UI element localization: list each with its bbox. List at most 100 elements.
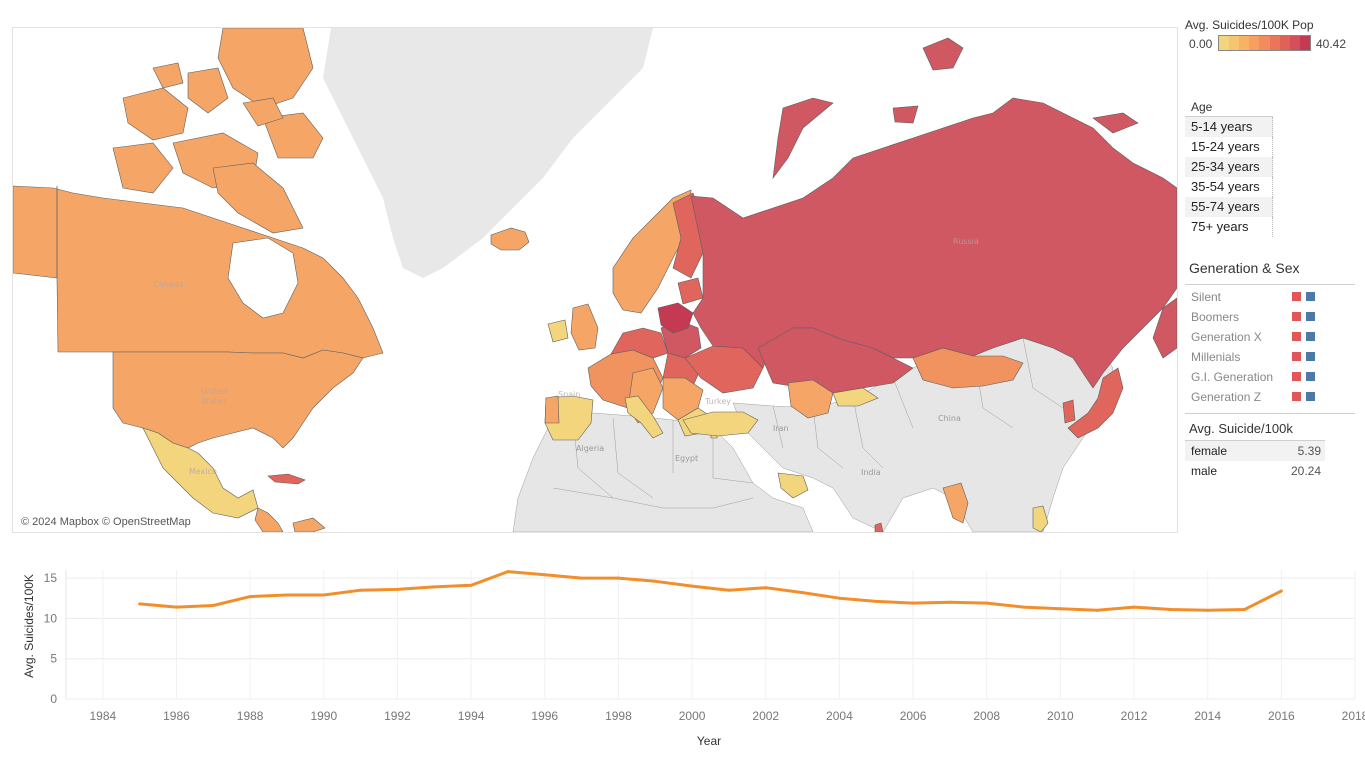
data-point[interactable] [985, 601, 989, 605]
data-point[interactable] [1279, 589, 1283, 593]
data-point[interactable] [616, 576, 620, 580]
age-item-25-34[interactable]: 25-34 years [1185, 157, 1273, 177]
greenland-shape[interactable] [323, 28, 653, 278]
data-point[interactable] [1243, 608, 1247, 612]
gen-item-boomers[interactable]: Boomers [1185, 307, 1355, 327]
sex-row-female[interactable]: female 5.39 [1185, 441, 1325, 461]
label-turkey: Turkey [704, 397, 731, 406]
male-swatch[interactable] [1306, 352, 1315, 361]
gen-item-generation-z[interactable]: Generation Z [1185, 387, 1355, 407]
age-item-35-54[interactable]: 35-54 years [1185, 177, 1273, 197]
sex-table[interactable]: Avg. Suicide/100k female 5.39 male 20.24 [1185, 418, 1325, 481]
data-point[interactable] [801, 591, 805, 595]
cuba-shape[interactable] [267, 473, 306, 485]
male-swatch[interactable] [1306, 332, 1315, 341]
sri-lanka-shape[interactable] [874, 522, 884, 532]
age-filter[interactable]: Age 5-14 years 15-24 years 25-34 years 3… [1185, 98, 1273, 237]
kamchatka-shape[interactable] [1152, 297, 1177, 359]
male-swatch[interactable] [1306, 372, 1315, 381]
japan-shape[interactable] [1067, 367, 1124, 439]
gen-item-millenials[interactable]: Millenials [1185, 347, 1355, 367]
data-point[interactable] [690, 584, 694, 588]
caribbean-islands[interactable] [292, 517, 326, 532]
series-line[interactable] [139, 570, 1282, 612]
female-swatch[interactable] [1292, 332, 1301, 341]
data-point[interactable] [506, 570, 510, 574]
data-point[interactable] [1132, 605, 1136, 609]
data-point[interactable] [1095, 608, 1099, 612]
data-point[interactable] [543, 573, 547, 577]
female-swatch[interactable] [1292, 312, 1301, 321]
age-item-15-24[interactable]: 15-24 years [1185, 137, 1273, 157]
thailand-shape[interactable] [942, 482, 969, 524]
data-point[interactable] [764, 586, 768, 590]
gen-label: G.I. Generation [1191, 370, 1274, 384]
data-point[interactable] [727, 588, 731, 592]
female-swatch[interactable] [1292, 292, 1301, 301]
data-point[interactable] [948, 600, 952, 604]
data-point[interactable] [211, 603, 215, 607]
data-point[interactable] [1169, 608, 1173, 612]
canadian-archipelago[interactable] [112, 28, 324, 234]
male-swatch[interactable] [1306, 292, 1315, 301]
data-point[interactable] [1058, 607, 1062, 611]
data-point[interactable] [874, 599, 878, 603]
female-swatch[interactable] [1292, 392, 1301, 401]
data-point[interactable] [138, 602, 142, 606]
data-point[interactable] [395, 587, 399, 591]
data-point[interactable] [1022, 605, 1026, 609]
male-swatch[interactable] [1306, 392, 1315, 401]
age-item-55-74[interactable]: 55-74 years [1185, 197, 1273, 217]
sex-row-male[interactable]: male 20.24 [1185, 461, 1325, 481]
age-item-75-plus[interactable]: 75+ years [1185, 217, 1273, 237]
philippines-shape[interactable] [1032, 505, 1049, 532]
female-swatch[interactable] [1292, 352, 1301, 361]
x-tick-label: 2002 [752, 709, 779, 723]
gen-item-gi-generation[interactable]: G.I. Generation [1185, 367, 1355, 387]
label-canada: Canada [153, 280, 184, 289]
sex-table-title: Avg. Suicide/100k [1185, 418, 1325, 441]
y-tick-label: 10 [44, 611, 58, 625]
data-point[interactable] [580, 576, 584, 580]
canada-shape[interactable] [13, 185, 384, 359]
data-point[interactable] [1206, 608, 1210, 612]
color-ramp-step [1229, 36, 1240, 50]
map-attribution[interactable]: © 2024 Mapbox © OpenStreetMap [19, 515, 193, 529]
russian-arctic-islands[interactable] [772, 37, 1139, 180]
europe-group[interactable] [544, 189, 764, 441]
kyrgyzstan-shape[interactable] [832, 387, 879, 407]
line-chart-svg[interactable]: 1984 1986 1988 1990 1992 1994 1996 1998 2000 2002… [0, 552, 1365, 767]
age-item-5-14[interactable]: 5-14 years [1185, 117, 1273, 137]
korea-shape[interactable] [1062, 399, 1076, 424]
uzbekistan-shape[interactable] [787, 379, 834, 419]
iceland-shape[interactable] [490, 227, 530, 251]
series-group[interactable] [138, 570, 1283, 612]
line-chart[interactable]: 1984 1986 1988 1990 1992 1994 1996 1998 2000 2002… [0, 552, 1365, 767]
female-swatch[interactable] [1292, 372, 1301, 381]
gen-item-silent[interactable]: Silent [1185, 287, 1355, 307]
male-swatch[interactable] [1306, 312, 1315, 321]
data-point[interactable] [322, 593, 326, 597]
x-tick-label: 2014 [1194, 709, 1221, 723]
data-point[interactable] [837, 596, 841, 600]
gen-label: Silent [1191, 290, 1222, 304]
generation-sex-legend[interactable]: Generation & Sex Silent Boomers Generati… [1185, 258, 1355, 414]
data-point[interactable] [285, 593, 289, 597]
x-tick-label: 2016 [1268, 709, 1295, 723]
data-point[interactable] [174, 605, 178, 609]
data-point[interactable] [359, 588, 363, 592]
data-point[interactable] [911, 601, 915, 605]
data-point[interactable] [653, 579, 657, 583]
oman-shape[interactable] [777, 472, 809, 499]
gen-item-generation-x[interactable]: Generation X [1185, 327, 1355, 347]
choropleth-map[interactable]: Canada United States Mexico Russia Spain… [12, 27, 1178, 533]
data-point[interactable] [432, 585, 436, 589]
central-america-shape[interactable] [254, 507, 284, 532]
map-canvas[interactable]: Canada United States Mexico Russia Spain… [13, 28, 1177, 532]
x-tick-label: 1994 [458, 709, 485, 723]
color-ramp-step [1219, 36, 1230, 50]
data-point[interactable] [469, 583, 473, 587]
data-point[interactable] [248, 595, 252, 599]
mexico-shape[interactable] [142, 427, 259, 519]
mongolia-shape[interactable] [912, 347, 1024, 389]
